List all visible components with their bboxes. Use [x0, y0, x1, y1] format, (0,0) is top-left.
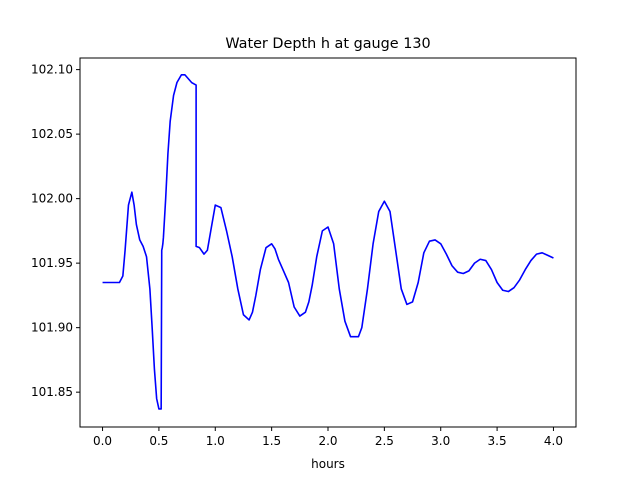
x-tick-label: 1.0 — [206, 434, 225, 448]
series-line-0 — [102, 73, 554, 410]
y-tick-label: 101.85 — [31, 385, 73, 399]
x-axis-ticks: 0.0 0.5 1.0 1.5 2.0 2.5 3.0 3.5 4.0 — [93, 427, 563, 448]
x-tick-label: 3.0 — [431, 434, 450, 448]
x-axis-label: hours — [311, 457, 345, 471]
y-axis-ticks: 101.85 101.90 101.95 102.00 102.05 102.10 — [31, 63, 80, 399]
plot-area — [79, 57, 577, 428]
x-tick-label: 2.0 — [318, 434, 337, 448]
y-tick-label: 101.90 — [31, 321, 73, 335]
y-tick-label: 101.95 — [31, 256, 73, 270]
y-tick-label: 102.05 — [31, 127, 73, 141]
x-tick-label: 1.5 — [262, 434, 281, 448]
y-tick-label: 102.00 — [31, 192, 73, 206]
x-tick-label: 2.5 — [375, 434, 394, 448]
x-tick-label: 0.0 — [93, 434, 112, 448]
x-tick-label: 3.5 — [488, 434, 507, 448]
x-tick-label: 4.0 — [544, 434, 563, 448]
x-tick-label: 0.5 — [149, 434, 168, 448]
y-tick-label: 102.10 — [31, 63, 73, 77]
chart-title: Water Depth h at gauge 130 — [225, 36, 430, 52]
